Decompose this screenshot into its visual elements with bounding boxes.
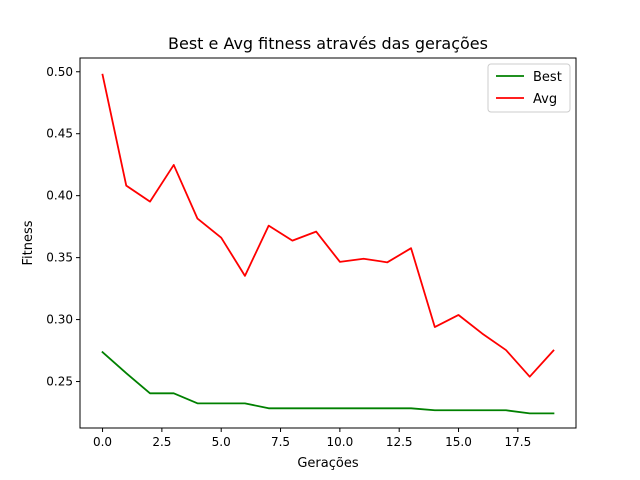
y-tick-label: 0.50 — [46, 65, 73, 79]
plot-frame — [79, 57, 577, 429]
series-line-best — [101, 350, 555, 415]
x-tick-label: 7.5 — [271, 435, 290, 449]
chart-title: Best e Avg fitness através das gerações — [168, 34, 488, 53]
y-tick-label: 0.35 — [46, 251, 73, 265]
x-tick-label: 0.0 — [93, 435, 112, 449]
y-tick-label: 0.45 — [46, 127, 73, 141]
legend: Best Avg — [487, 63, 571, 113]
plot-area — [101, 73, 555, 415]
x-tick-label: 17.5 — [504, 435, 531, 449]
x-tick-label: 15.0 — [445, 435, 472, 449]
x-tick-label: 2.5 — [152, 435, 171, 449]
y-tick-label: 0.30 — [46, 313, 73, 327]
y-tick-label: 0.25 — [46, 375, 73, 389]
series-line-avg — [101, 73, 555, 378]
x-tick-label: 5.0 — [212, 435, 231, 449]
legend-label-avg: Avg — [533, 92, 557, 107]
x-axis-label: Gerações — [297, 456, 358, 471]
legend-label-best: Best — [533, 70, 562, 85]
y-axis-label: Fitness — [21, 220, 36, 265]
x-tick-label: 10.0 — [327, 435, 354, 449]
y-tick-label: 0.40 — [46, 189, 73, 203]
x-tick-label: 12.5 — [386, 435, 413, 449]
